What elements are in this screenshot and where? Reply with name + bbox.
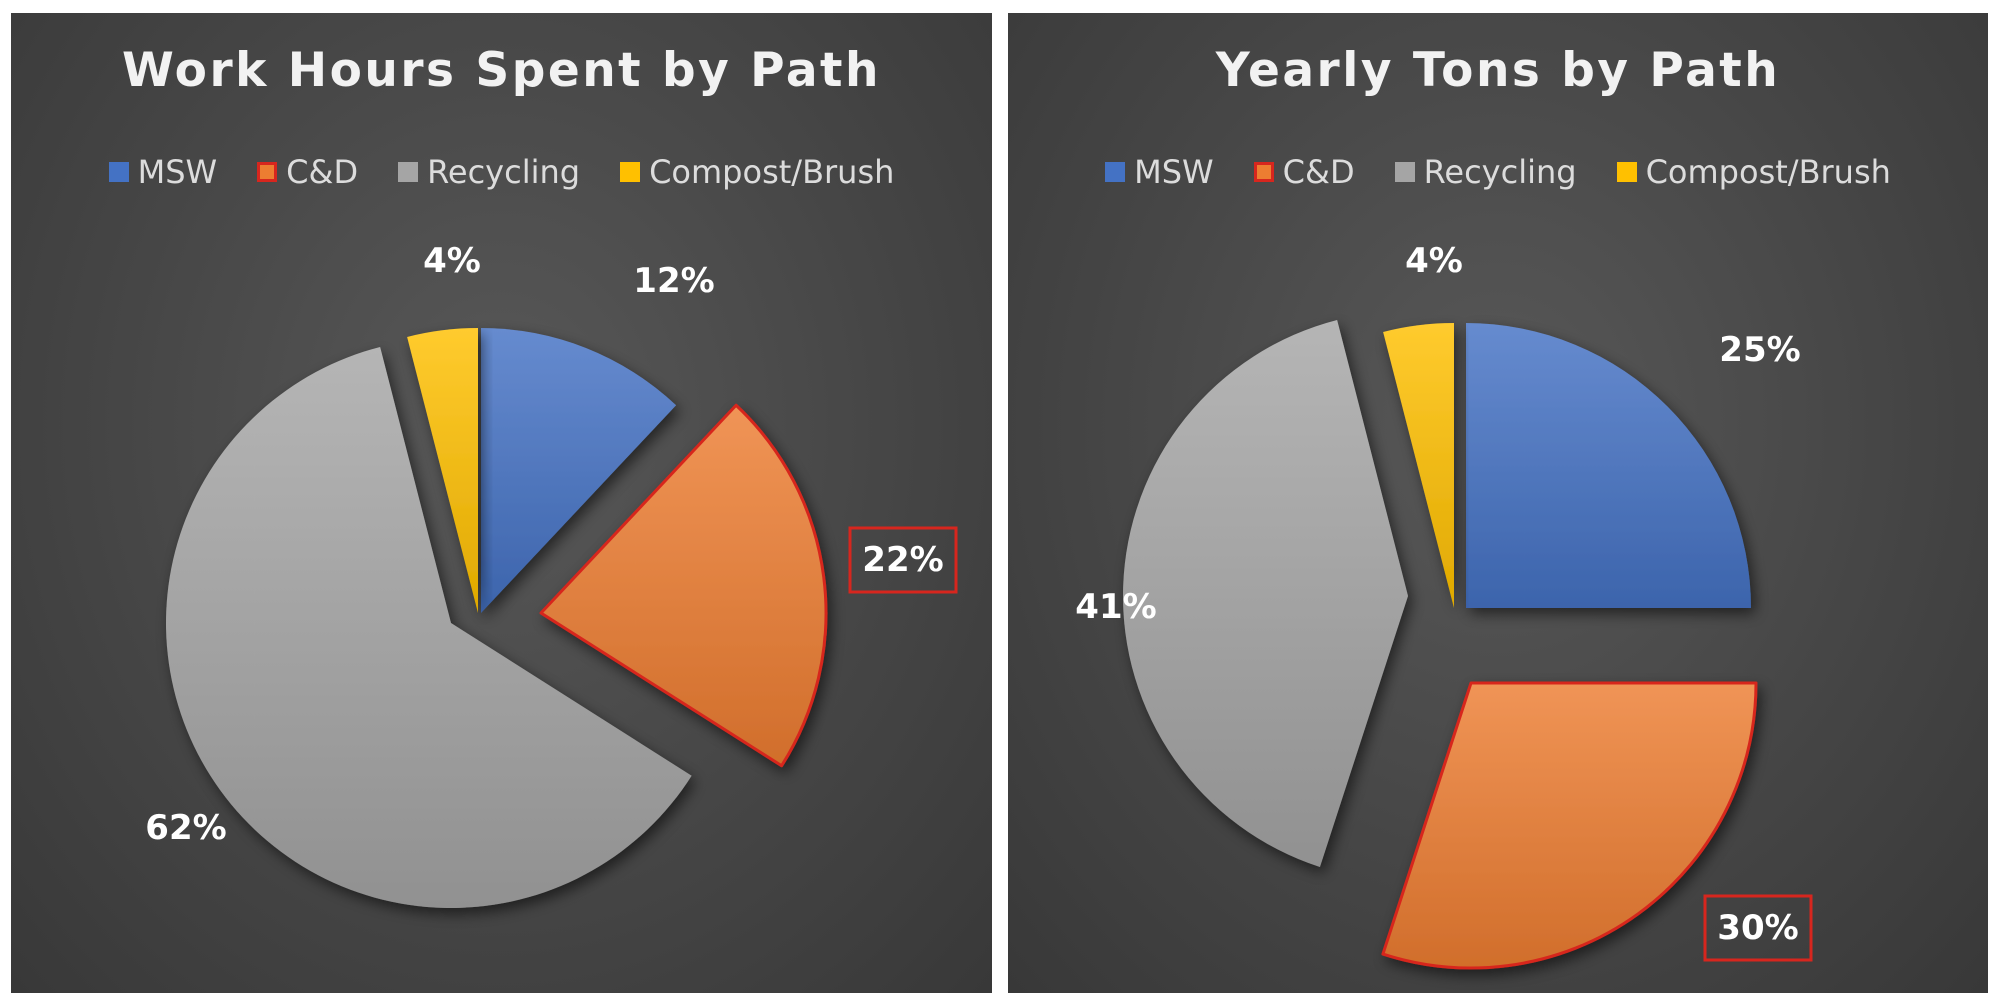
data-label: 41%	[1075, 587, 1156, 627]
legend-swatch	[620, 162, 641, 182]
data-label-highlight-box	[848, 526, 958, 594]
legend: MSW C&D Recycling Compost/Brush	[1008, 153, 1988, 191]
data-label: 25%	[1719, 330, 1800, 370]
legend-swatch	[108, 162, 129, 182]
chart-title: Work Hours Spent by Path	[122, 43, 881, 98]
legend-item: Compost/Brush	[620, 153, 894, 191]
legend-item: MSW	[108, 153, 218, 191]
legend-swatch	[1394, 162, 1415, 182]
legend-label: MSW	[1134, 153, 1214, 191]
legend-swatch	[1253, 162, 1274, 182]
legend-label: Recycling	[1423, 153, 1577, 191]
chart-panel-work-hours: 12% 22% 62% 4% Work Hours Spent by Path MSW…	[11, 13, 992, 993]
data-label: 22%	[862, 540, 943, 580]
data-label: 30%	[1717, 908, 1798, 948]
pie-chart: 12% 22% 62% 4%	[145, 241, 958, 908]
pie-slice-compost-brush	[407, 328, 478, 613]
legend-item: C&D	[1253, 153, 1355, 191]
legend-swatch	[398, 162, 419, 182]
legend-item: Recycling	[398, 153, 580, 191]
chart-panel-yearly-tons: 25% 30% 41% 4% Yearly Tons by Path MSW C&D Re…	[1008, 13, 1988, 993]
data-label: 4%	[423, 241, 481, 281]
legend-label: MSW	[137, 153, 218, 191]
data-label: 62%	[145, 808, 226, 848]
legend-swatch	[1105, 162, 1126, 182]
pie-chart: 25% 30% 41% 4%	[1075, 241, 1813, 970]
data-label: 4%	[1405, 241, 1463, 281]
legend: MSW C&D Recycling Compost/Brush	[11, 153, 992, 191]
legend-label: Compost/Brush	[1645, 153, 1891, 191]
legend-label: Compost/Brush	[649, 153, 895, 191]
legend-item: MSW	[1105, 153, 1214, 191]
legend-swatch	[257, 162, 278, 182]
chart-title: Yearly Tons by Path	[1215, 43, 1781, 98]
legend-item: C&D	[257, 153, 358, 191]
pie-slice-msw	[481, 328, 677, 613]
pie-slice-recycling	[1123, 319, 1408, 868]
legend-label: C&D	[286, 153, 359, 191]
pie-slice-c-d	[539, 403, 828, 768]
legend-item: Recycling	[1394, 153, 1577, 191]
legend-item: Compost/Brush	[1616, 153, 1891, 191]
pie-slice-msw	[1466, 323, 1751, 608]
pie-slice-compost-brush	[1383, 323, 1454, 608]
legend-label: Recycling	[427, 153, 581, 191]
legend-label: C&D	[1282, 153, 1355, 191]
pie-slice-c-d	[1381, 681, 1758, 970]
pie-slice-recycling	[166, 346, 692, 908]
data-label: 12%	[633, 261, 714, 301]
data-label-highlight-box	[1703, 894, 1813, 962]
legend-swatch	[1616, 162, 1637, 182]
